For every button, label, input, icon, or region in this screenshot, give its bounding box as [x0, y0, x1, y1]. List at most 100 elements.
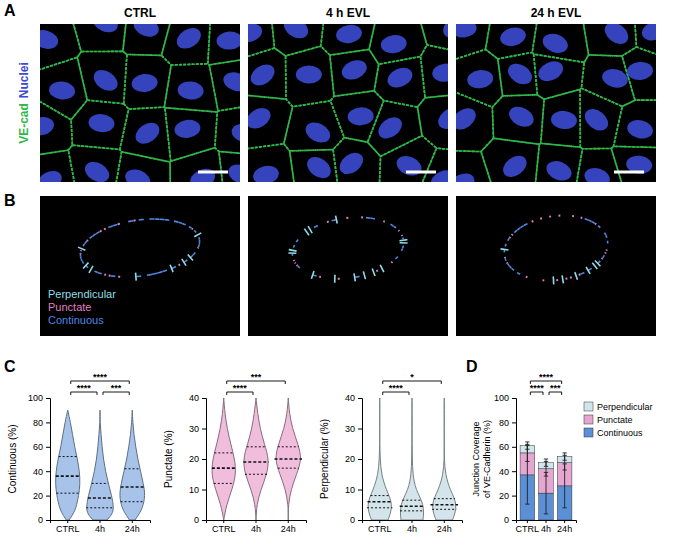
legend-label: Punctate [597, 415, 633, 425]
image-panel [40, 24, 240, 182]
tick-label: 100 [28, 393, 43, 403]
continuous-trace [604, 233, 605, 235]
tick-label: 24h [281, 524, 296, 534]
tick-label: 40 [33, 467, 43, 477]
punctate-trace [361, 216, 363, 218]
nucleus [131, 73, 159, 94]
q1-line [121, 501, 144, 502]
tick-label: 10 [345, 485, 355, 495]
tick: 40 [33, 467, 50, 477]
nucleus [498, 25, 527, 49]
punctate-trace [376, 269, 378, 272]
tick: 20 [189, 454, 206, 464]
q3-line [125, 468, 140, 469]
axis-line [202, 399, 207, 521]
punctate-trace [104, 273, 106, 275]
tick: 20 [33, 491, 50, 501]
median-line [212, 467, 236, 469]
cell-junction [368, 101, 422, 157]
violin [120, 410, 145, 520]
nucleus [177, 80, 205, 100]
cell-junction [209, 55, 240, 111]
punctate-trace [504, 257, 506, 258]
continuous-trace [598, 226, 600, 228]
tick-label: 20 [189, 454, 199, 464]
nucleus [581, 105, 613, 135]
violin [87, 410, 113, 520]
median-line [274, 458, 302, 460]
image-panel [248, 24, 448, 182]
continuous-trace [371, 217, 375, 219]
tick-mark [412, 520, 413, 523]
punctate-trace [87, 240, 88, 241]
tick: 24h [437, 520, 452, 534]
continuous-trace [512, 268, 514, 270]
y-axis-title-line: of VE-Cadherin (%) [482, 420, 492, 498]
punctate-trace [104, 228, 106, 231]
perpendicular-trace [182, 259, 186, 266]
punctate-trace [118, 223, 120, 226]
punctate-trace [605, 249, 607, 250]
nucleus [251, 163, 280, 182]
punctate-trace [293, 260, 295, 261]
tick: 30 [345, 424, 362, 434]
tick-mark [358, 520, 362, 521]
punctate-trace [556, 279, 558, 281]
continuous-trace [160, 218, 165, 220]
perpendicular-trace [363, 271, 365, 279]
tick-mark [358, 398, 362, 399]
punctate-trace [572, 215, 574, 217]
error-bar [562, 453, 566, 460]
punctate-trace [570, 276, 572, 278]
nucleus [335, 24, 364, 45]
punctate-trace [511, 234, 514, 235]
plot-area [520, 442, 572, 520]
perpendicular-trace [575, 272, 578, 280]
nucleus [384, 64, 415, 91]
tick-mark [46, 398, 50, 399]
y-axis-title: Perpendicular (%) [319, 419, 330, 499]
tick-label: 0 [38, 515, 43, 525]
nucleus [499, 151, 531, 181]
continuous-trace [149, 218, 154, 220]
cell-junction [248, 48, 286, 99]
punctate-trace [327, 221, 329, 224]
tick: 80 [499, 418, 516, 428]
tick-label: 100 [494, 393, 509, 403]
nucleus [582, 165, 612, 182]
continuous-trace [165, 219, 170, 221]
punctate-trace [391, 261, 392, 264]
nucleus [506, 103, 537, 131]
tick: 0 [194, 515, 206, 525]
continuous-trace [517, 228, 520, 230]
legend-swatch [584, 415, 593, 424]
continuous-trace [139, 219, 144, 221]
continuous-trace [504, 258, 507, 261]
perpendicular-trace [334, 275, 336, 283]
y-axis-title: Continuous (%) [7, 425, 18, 494]
continuous-trace [366, 217, 370, 219]
cell-junction [123, 24, 178, 55]
trace-legend-label: Punctate [48, 301, 91, 313]
axis: 020406080100 [494, 393, 517, 525]
axis: CTRL4h24h [51, 520, 151, 534]
cell-junction [170, 148, 226, 182]
cell-junction [532, 24, 588, 62]
tick-label: 0 [350, 515, 355, 525]
image-title: 24 h EVL [531, 6, 582, 20]
continuous-trace [390, 224, 393, 226]
significance-label: *** [550, 383, 561, 393]
perpendicular-trace [135, 273, 137, 281]
axis-line [207, 521, 307, 524]
punctate-trace [401, 235, 403, 236]
significance-label: **** [539, 372, 554, 382]
cell-junction [579, 24, 637, 56]
nucleus [535, 57, 566, 85]
tick: 100 [494, 393, 516, 403]
cell-junction [541, 89, 581, 147]
violin [244, 398, 268, 520]
nucleus [230, 122, 240, 144]
tick-label: 80 [499, 418, 509, 428]
tick-label: CTRL [368, 524, 392, 534]
tick-mark [512, 496, 516, 497]
